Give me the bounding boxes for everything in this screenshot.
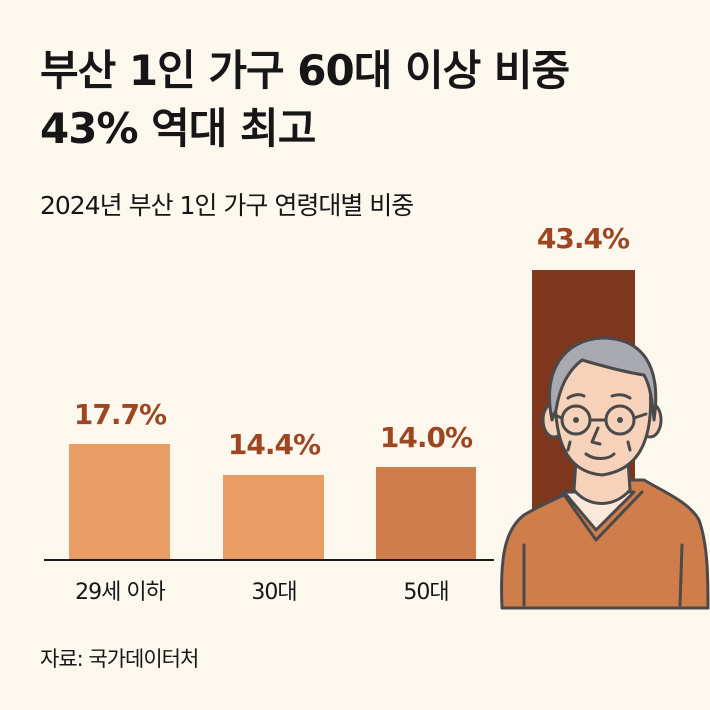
page-title: 부산 1인 가구 60대 이상 비중 43% 역대 최고	[40, 42, 570, 158]
bar-value-60-plus: 43.4%	[536, 222, 630, 255]
bar-29-under	[69, 444, 170, 560]
x-axis-line	[44, 559, 494, 561]
category-label-29-under: 29세 이하	[75, 580, 166, 605]
bar-value-29-under: 17.7%	[73, 398, 167, 431]
bar-30s	[223, 475, 324, 560]
bar-50s	[376, 467, 476, 560]
category-label-30s: 30대	[251, 580, 297, 605]
bar-value-30s: 14.4%	[227, 428, 321, 461]
title-line-1: 부산 1인 가구 60대 이상 비중	[40, 46, 570, 95]
source-note: 자료: 국가데이터처	[40, 647, 199, 671]
title-line-2: 43% 역대 최고	[40, 104, 316, 153]
category-label-50s: 50대	[403, 580, 449, 605]
bar-value-50s: 14.0%	[379, 421, 473, 454]
chart-subtitle: 2024년 부산 1인 가구 연령대별 비중	[40, 191, 414, 220]
elderly-man-illustration	[500, 336, 710, 610]
